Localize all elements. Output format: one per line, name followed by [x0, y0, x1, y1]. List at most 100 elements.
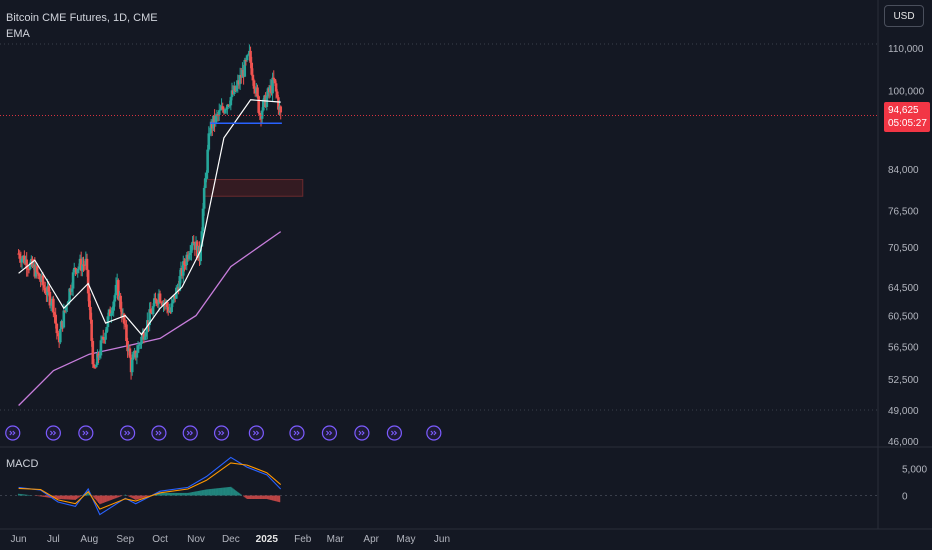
macd-histogram-bar: [65, 495, 67, 500]
event-icon-ring: [78, 425, 94, 441]
candle-body: [76, 268, 80, 273]
candle-body: [235, 85, 238, 91]
candle-body: [112, 301, 115, 311]
macd-histogram-bar: [57, 495, 59, 500]
macd-histogram-bar: [211, 488, 213, 496]
macd-histogram-bar: [248, 495, 251, 500]
candle: [214, 113, 218, 127]
dividend-event-icon: [354, 425, 370, 441]
candle-body: [64, 305, 68, 311]
candle: [120, 301, 124, 323]
candle-body: [266, 88, 270, 97]
macd-histogram-bar: [99, 495, 101, 505]
macd-histogram-bar: [24, 494, 27, 496]
macd-histogram-bar: [59, 495, 62, 500]
candle-body: [94, 364, 98, 368]
candle-body: [52, 298, 55, 313]
macd-histogram-bar: [120, 495, 122, 497]
dividend-event-icon: [248, 425, 264, 441]
dividend-event-icon: [321, 425, 338, 441]
candle-body: [149, 309, 153, 313]
macd-histogram-bar: [58, 495, 60, 500]
candle-body: [96, 353, 99, 365]
macd-histogram-bar: [266, 495, 268, 500]
candle-body: [227, 104, 230, 106]
macd-histogram-bar: [72, 495, 74, 500]
candle: [113, 293, 117, 307]
macd-histogram-bar: [225, 487, 227, 496]
macd-histogram-bar: [247, 495, 249, 500]
macd-label[interactable]: MACD: [6, 458, 39, 470]
candle-body: [199, 246, 202, 262]
macd-histogram-bar: [114, 495, 116, 499]
event-icon-ring: [386, 425, 402, 441]
candle-body: [89, 306, 92, 320]
macd-histogram-bar: [156, 493, 158, 496]
macd-histogram-bar: [233, 489, 236, 496]
candle-body: [20, 258, 24, 263]
candle-body: [128, 348, 132, 358]
indicator-label[interactable]: EMA: [6, 28, 30, 40]
macd-histogram-bar: [92, 495, 94, 497]
macd-histogram-bar: [53, 495, 56, 499]
macd-histogram-bar: [252, 495, 254, 500]
chart-title: Bitcoin CME Futures, 1D, CME: [6, 12, 158, 24]
event-icon-glyph: [49, 430, 57, 436]
currency-button[interactable]: USD: [884, 5, 924, 27]
macd-histogram-bar: [111, 495, 114, 500]
candle: [155, 298, 158, 307]
macd-histogram-bar: [38, 495, 41, 497]
candle-body: [256, 87, 259, 97]
candle-body: [143, 336, 147, 340]
candle-body: [104, 332, 107, 340]
candle: [126, 337, 129, 358]
candle-body: [135, 352, 139, 358]
macd-histogram-bar: [227, 487, 230, 496]
event-icon-glyph: [391, 430, 398, 436]
candle-body: [200, 231, 204, 247]
macd-histogram-bar: [118, 495, 121, 497]
price-tick-label: 46,000: [888, 437, 919, 448]
candle: [91, 337, 95, 368]
macd-line: [18, 456, 282, 516]
candle-body: [77, 266, 81, 269]
macd-histogram-bar: [218, 488, 220, 496]
candle-body: [59, 328, 62, 343]
signal-line: [18, 462, 282, 510]
time-tick-label: Jun: [434, 534, 450, 545]
candle-body: [111, 310, 114, 314]
macd-histogram-bar: [139, 495, 142, 499]
candle: [76, 268, 80, 278]
candle-body: [27, 268, 31, 270]
macd-histogram-bar: [46, 495, 49, 498]
price-tick-label: 64,500: [888, 283, 919, 294]
macd-histogram-bar: [174, 492, 176, 496]
macd-histogram-bar: [203, 489, 205, 496]
macd-histogram-bar: [159, 492, 161, 496]
event-icon-ring: [321, 425, 338, 441]
macd-histogram-bar: [167, 492, 169, 496]
event-icon-glyph: [186, 430, 194, 436]
candle-body: [178, 276, 182, 291]
macd-histogram-bar: [185, 492, 187, 496]
event-icon-ring: [289, 425, 305, 441]
candle-body: [126, 340, 129, 352]
macd-histogram-bar: [115, 495, 117, 499]
macd-histogram-bar: [104, 495, 107, 503]
macd-histogram-bar: [210, 488, 212, 496]
dividend-event-icon: [182, 425, 198, 441]
macd-histogram-bar: [169, 492, 172, 496]
candle-body: [91, 340, 95, 365]
candle-body: [221, 106, 225, 110]
macd-histogram-bar: [62, 495, 64, 500]
macd-histogram-bar: [189, 492, 191, 496]
macd-histogram-bar: [202, 490, 204, 496]
candle-body: [49, 304, 53, 306]
last-price-badge: 94,625 05:05:27: [884, 102, 930, 132]
time-tick-label: Mar: [327, 534, 345, 545]
candle-body: [166, 307, 170, 313]
candle-body: [190, 245, 193, 253]
dividend-event-icon: [119, 425, 136, 441]
candle: [217, 103, 221, 121]
